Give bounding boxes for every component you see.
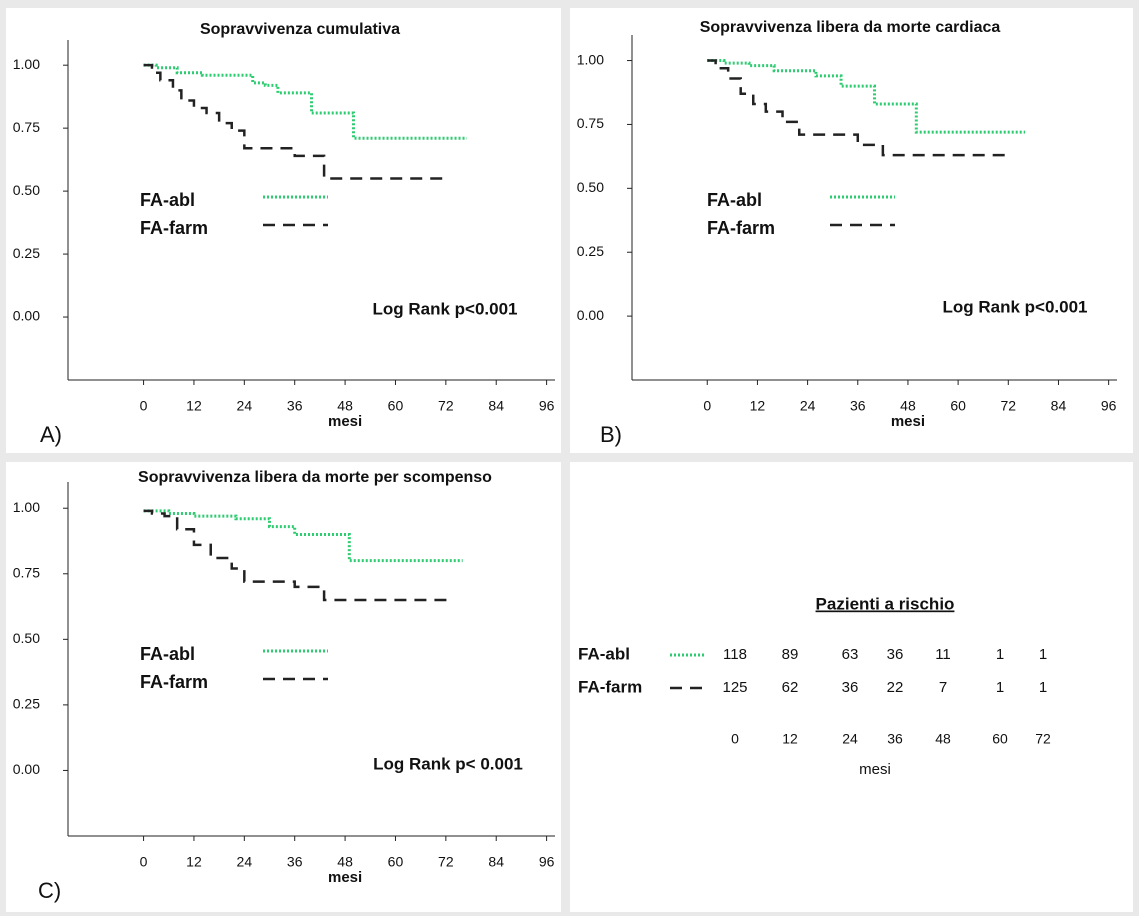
y-tick-label: 0.75 <box>13 564 40 580</box>
x-axis-label: mesi <box>328 869 362 886</box>
legend-label: FA-farm <box>140 218 208 238</box>
risk-count: 22 <box>887 679 904 696</box>
legend-label: FA-abl <box>140 190 195 210</box>
x-tick-label: 36 <box>287 398 303 414</box>
panel-label: A) <box>40 422 62 447</box>
survival-curve <box>143 509 463 563</box>
y-tick-label: 0.50 <box>13 182 40 198</box>
y-tick-label: 1.00 <box>13 56 40 72</box>
x-tick-label: 48 <box>900 398 916 414</box>
x-tick-label: 60 <box>388 398 404 414</box>
x-tick-label: 36 <box>850 398 866 414</box>
x-tick-label: 84 <box>488 854 504 870</box>
x-tick-label: 84 <box>1051 398 1067 414</box>
x-tick-label: 96 <box>1101 398 1117 414</box>
survival-curve <box>707 59 1026 134</box>
x-axis-label: mesi <box>891 413 925 430</box>
panel-label: C) <box>38 878 61 903</box>
annotation: Log Rank p< 0.001 <box>373 754 523 773</box>
x-axis-label: mesi <box>328 413 362 430</box>
risk-count: 7 <box>939 679 947 696</box>
x-tick-label: 72 <box>1001 398 1017 414</box>
risk-count: 118 <box>723 646 747 663</box>
y-tick-label: 0.25 <box>577 243 604 259</box>
survival-curve <box>707 59 1009 157</box>
legend-label: FA-farm <box>707 218 775 238</box>
y-tick-label: 0.50 <box>577 179 604 195</box>
risk-count: 62 <box>782 679 799 696</box>
x-tick-label: 96 <box>539 854 555 870</box>
x-tick-label: 0 <box>140 398 148 414</box>
x-tick-label: 0 <box>140 854 148 870</box>
table-x-label: mesi <box>859 761 891 778</box>
risk-count: 11 <box>935 646 951 663</box>
panel-d <box>570 462 1133 912</box>
time-label: 72 <box>1035 731 1051 747</box>
x-tick-label: 0 <box>703 398 711 414</box>
survival-curve <box>143 63 451 180</box>
legend-label: FA-abl <box>707 190 762 210</box>
y-tick-label: 0.00 <box>13 761 40 777</box>
panel-b <box>570 8 1133 453</box>
annotation: Log Rank p<0.001 <box>942 297 1087 316</box>
risk-count: 89 <box>782 646 799 663</box>
x-tick-label: 48 <box>337 854 353 870</box>
y-tick-label: 1.00 <box>13 499 40 515</box>
y-tick-label: 0.75 <box>577 115 604 131</box>
x-tick-label: 24 <box>800 398 816 414</box>
y-tick-label: 0.50 <box>13 630 40 646</box>
x-tick-label: 24 <box>237 398 253 414</box>
panel-a <box>6 8 561 453</box>
survival-curve <box>143 509 451 602</box>
risk-count: 1 <box>1039 679 1047 696</box>
x-tick-label: 96 <box>539 398 555 414</box>
panel-c <box>6 462 561 912</box>
x-tick-label: 12 <box>186 854 202 870</box>
x-tick-label: 84 <box>488 398 504 414</box>
time-label: 0 <box>731 731 739 747</box>
risk-count: 36 <box>887 646 904 663</box>
risk-count: 1 <box>996 679 1004 696</box>
time-label: 12 <box>782 731 798 747</box>
survival-curve <box>143 63 467 140</box>
chart-title: Sopravvivenza cumulativa <box>200 21 400 38</box>
x-tick-label: 12 <box>186 398 202 414</box>
y-tick-label: 0.00 <box>577 307 604 323</box>
panel-label: B) <box>600 422 622 447</box>
x-tick-label: 24 <box>237 854 253 870</box>
y-tick-label: 0.75 <box>13 119 40 135</box>
time-label: 60 <box>992 731 1008 747</box>
time-label: 48 <box>935 731 951 747</box>
risk-count: 1 <box>1039 646 1047 663</box>
x-tick-label: 48 <box>337 398 353 414</box>
row-label: FA-abl <box>578 644 630 663</box>
x-tick-label: 12 <box>750 398 766 414</box>
time-label: 36 <box>887 731 903 747</box>
row-label: FA-farm <box>578 677 642 696</box>
x-tick-label: 60 <box>950 398 966 414</box>
x-tick-label: 72 <box>438 854 454 870</box>
x-tick-label: 60 <box>388 854 404 870</box>
y-tick-label: 0.00 <box>13 308 40 324</box>
table-title: Pazienti a rischio <box>816 594 955 613</box>
y-tick-label: 0.25 <box>13 696 40 712</box>
y-tick-label: 0.25 <box>13 245 40 261</box>
legend-label: FA-farm <box>140 672 208 692</box>
y-tick-label: 1.00 <box>577 51 604 67</box>
time-label: 24 <box>842 731 858 747</box>
risk-count: 36 <box>842 679 859 696</box>
risk-count: 125 <box>722 679 747 696</box>
legend-label: FA-abl <box>140 644 195 664</box>
chart-title: Sopravvivenza libera da morte per scompe… <box>138 469 492 486</box>
x-tick-label: 72 <box>438 398 454 414</box>
x-tick-label: 36 <box>287 854 303 870</box>
chart-title: Sopravvivenza libera da morte cardiaca <box>700 19 1001 36</box>
risk-count: 63 <box>842 646 859 663</box>
annotation: Log Rank p<0.001 <box>372 299 517 318</box>
risk-count: 1 <box>996 646 1004 663</box>
